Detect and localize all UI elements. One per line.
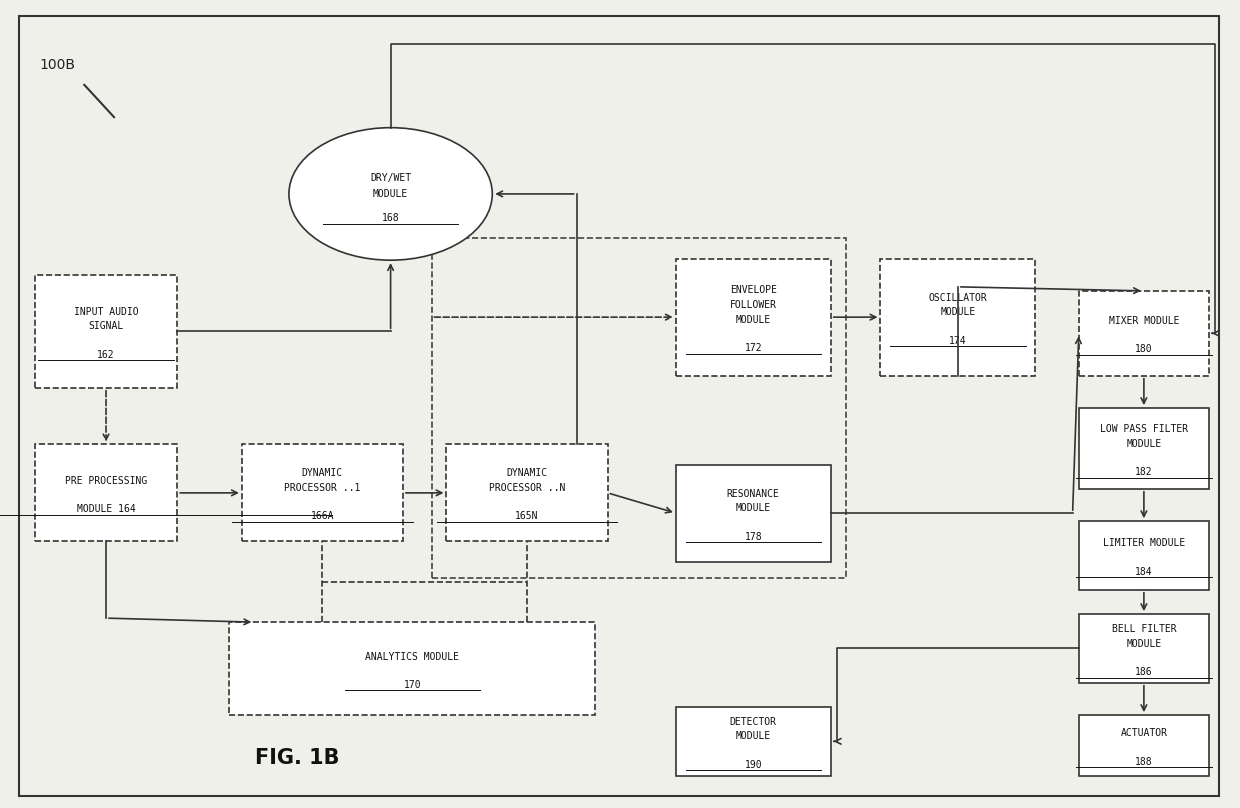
- Text: 100B: 100B: [40, 57, 76, 72]
- Bar: [1079, 715, 1209, 776]
- Bar: [35, 444, 177, 541]
- Text: MODULE: MODULE: [1126, 638, 1162, 649]
- Text: 166A: 166A: [311, 511, 334, 521]
- Text: 174: 174: [949, 335, 967, 346]
- Text: BELL FILTER: BELL FILTER: [1111, 624, 1177, 634]
- Text: LOW PASS FILTER: LOW PASS FILTER: [1100, 424, 1188, 434]
- Text: MODULE: MODULE: [735, 503, 771, 513]
- Text: 184: 184: [1135, 566, 1153, 577]
- Bar: [1079, 408, 1209, 489]
- Bar: [1079, 291, 1209, 376]
- Text: ANALYTICS MODULE: ANALYTICS MODULE: [366, 651, 459, 662]
- Bar: [1079, 521, 1209, 590]
- Text: 182: 182: [1135, 467, 1153, 477]
- Bar: [676, 259, 831, 376]
- Text: FIG. 1B: FIG. 1B: [255, 747, 340, 768]
- Text: MIXER MODULE: MIXER MODULE: [1109, 316, 1179, 326]
- Text: MODULE: MODULE: [1126, 439, 1162, 448]
- Text: SIGNAL: SIGNAL: [88, 322, 124, 331]
- Text: 170: 170: [403, 680, 422, 690]
- Text: 186: 186: [1135, 667, 1153, 677]
- Text: 165N: 165N: [516, 511, 538, 521]
- Text: DETECTOR: DETECTOR: [730, 717, 776, 727]
- Text: LIMITER MODULE: LIMITER MODULE: [1102, 538, 1185, 549]
- Bar: [880, 259, 1035, 376]
- Text: 188: 188: [1135, 756, 1153, 767]
- Text: 168: 168: [382, 213, 399, 223]
- Text: MODULE: MODULE: [735, 731, 771, 742]
- Text: DYNAMIC: DYNAMIC: [506, 469, 548, 478]
- Text: OSCILLATOR: OSCILLATOR: [929, 292, 987, 303]
- Text: 172: 172: [744, 343, 763, 353]
- Text: 178: 178: [744, 532, 763, 541]
- Text: DRY/WET: DRY/WET: [370, 173, 412, 183]
- Text: PROCESSOR ..1: PROCESSOR ..1: [284, 483, 361, 493]
- Text: MODULE: MODULE: [940, 307, 976, 318]
- Bar: [676, 465, 831, 562]
- Bar: [229, 622, 595, 715]
- Text: PRE PROCESSING: PRE PROCESSING: [64, 476, 148, 486]
- Text: INPUT AUDIO: INPUT AUDIO: [73, 307, 139, 317]
- Text: ENVELOPE: ENVELOPE: [730, 285, 776, 296]
- Text: 162: 162: [97, 350, 115, 360]
- Text: 180: 180: [1135, 344, 1153, 355]
- Bar: [35, 275, 177, 388]
- Circle shape: [289, 128, 492, 260]
- Text: ACTUATOR: ACTUATOR: [1121, 728, 1167, 739]
- Text: MODULE: MODULE: [373, 189, 408, 199]
- Text: RESONANCE: RESONANCE: [727, 489, 780, 499]
- Text: DYNAMIC: DYNAMIC: [301, 469, 343, 478]
- Bar: [1079, 614, 1209, 683]
- Text: MODULE 164: MODULE 164: [77, 504, 135, 514]
- Bar: [676, 707, 831, 776]
- Bar: [242, 444, 403, 541]
- Text: 190: 190: [744, 760, 763, 770]
- Text: MODULE: MODULE: [735, 314, 771, 325]
- Bar: [432, 238, 846, 578]
- Text: PROCESSOR ..N: PROCESSOR ..N: [489, 483, 565, 493]
- Bar: [446, 444, 608, 541]
- Text: FOLLOWER: FOLLOWER: [730, 300, 776, 310]
